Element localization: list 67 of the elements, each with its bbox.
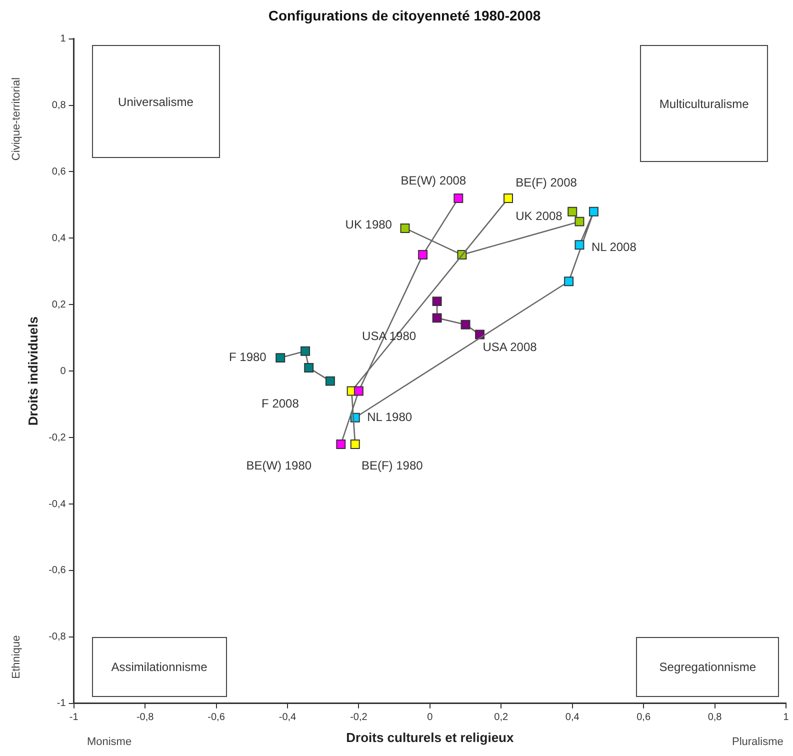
point [304,363,314,373]
y-tick-label: -0,4 [48,498,66,510]
point [432,313,442,323]
point [568,206,578,216]
quadrant-frame: Multiculturalisme [640,45,768,162]
x-tick-label: 0,6 [636,712,651,724]
annotation: BE(F) 2008 [516,176,578,190]
x-tick-label: -0,2 [350,712,368,724]
annotation: NL 2008 [591,240,637,254]
annotation: F 2008 [262,396,300,410]
point [336,439,346,449]
text: Ethnique [10,635,22,679]
annotation: BE(F) 1980 [361,458,424,473]
y-tick-label: 0 [60,366,66,377]
point [350,439,360,449]
annotation: BE(W) 1980 [246,458,312,473]
x-tick-label: -1 [69,712,79,724]
point [276,353,286,363]
point [574,216,584,226]
point [574,240,584,250]
text: Monisme [86,736,132,748]
x-tick-label: -0,4 [278,712,297,724]
annotation: F 1980 [229,350,267,364]
annotation: UK 2008 [516,208,563,223]
annotation: Universalisme [118,94,194,109]
chart-title: Configurations de citoyenneté 1980-2008 [268,7,541,24]
y-tick-label: 0,4 [52,232,66,244]
annotation: Assimilationnisme [111,660,208,674]
y-tick-label: -0,6 [48,565,66,576]
quadrant-frame: Universalisme [92,45,220,158]
y-tick-label: 0,8 [52,100,66,112]
point [400,223,410,233]
x-tick-label: 0,8 [708,712,722,724]
x-tick-label: 0,4 [565,712,580,724]
point [300,346,310,356]
point [454,194,464,204]
quadrant-frame: Assimilationnisme [92,636,227,697]
x-axis-title: Droits culturels et religieux [346,730,514,745]
annotation: Segregationnisme [659,660,756,674]
annotation: NL 1980 [367,410,412,424]
y-tick-label: -0,2 [48,432,66,444]
y-tick-label: -0,8 [48,632,66,643]
y-tick-label: 0,6 [52,166,66,178]
x-tick-label: -0,8 [136,712,154,724]
annotation: UK 1980 [345,218,392,232]
x-tick-label: -0,6 [208,712,226,724]
annotation: Multiculturalisme [659,96,749,111]
point [354,386,364,396]
x-tick-label: 0 [427,712,434,724]
point [432,296,442,306]
point [460,320,470,330]
point [418,250,428,260]
quadrant-frame: Segregationnisme [636,636,779,697]
annotation: USA 2008 [482,340,538,354]
y-tick-label: -1 [56,698,66,710]
text: Pluralisme [732,736,784,748]
point [325,376,335,386]
annotation: BE(W) 2008 [400,174,466,188]
point [564,276,574,286]
x-tick-label: 1 [783,712,790,724]
text: Civique-territorial [10,76,22,160]
x-tick-label: 0,2 [494,712,509,724]
y-tick-label: 0,2 [52,299,66,310]
point [588,206,598,216]
point [504,194,513,204]
y-axis-title: Droits individuels [25,316,40,426]
y-tick-label: 1 [60,34,66,45]
